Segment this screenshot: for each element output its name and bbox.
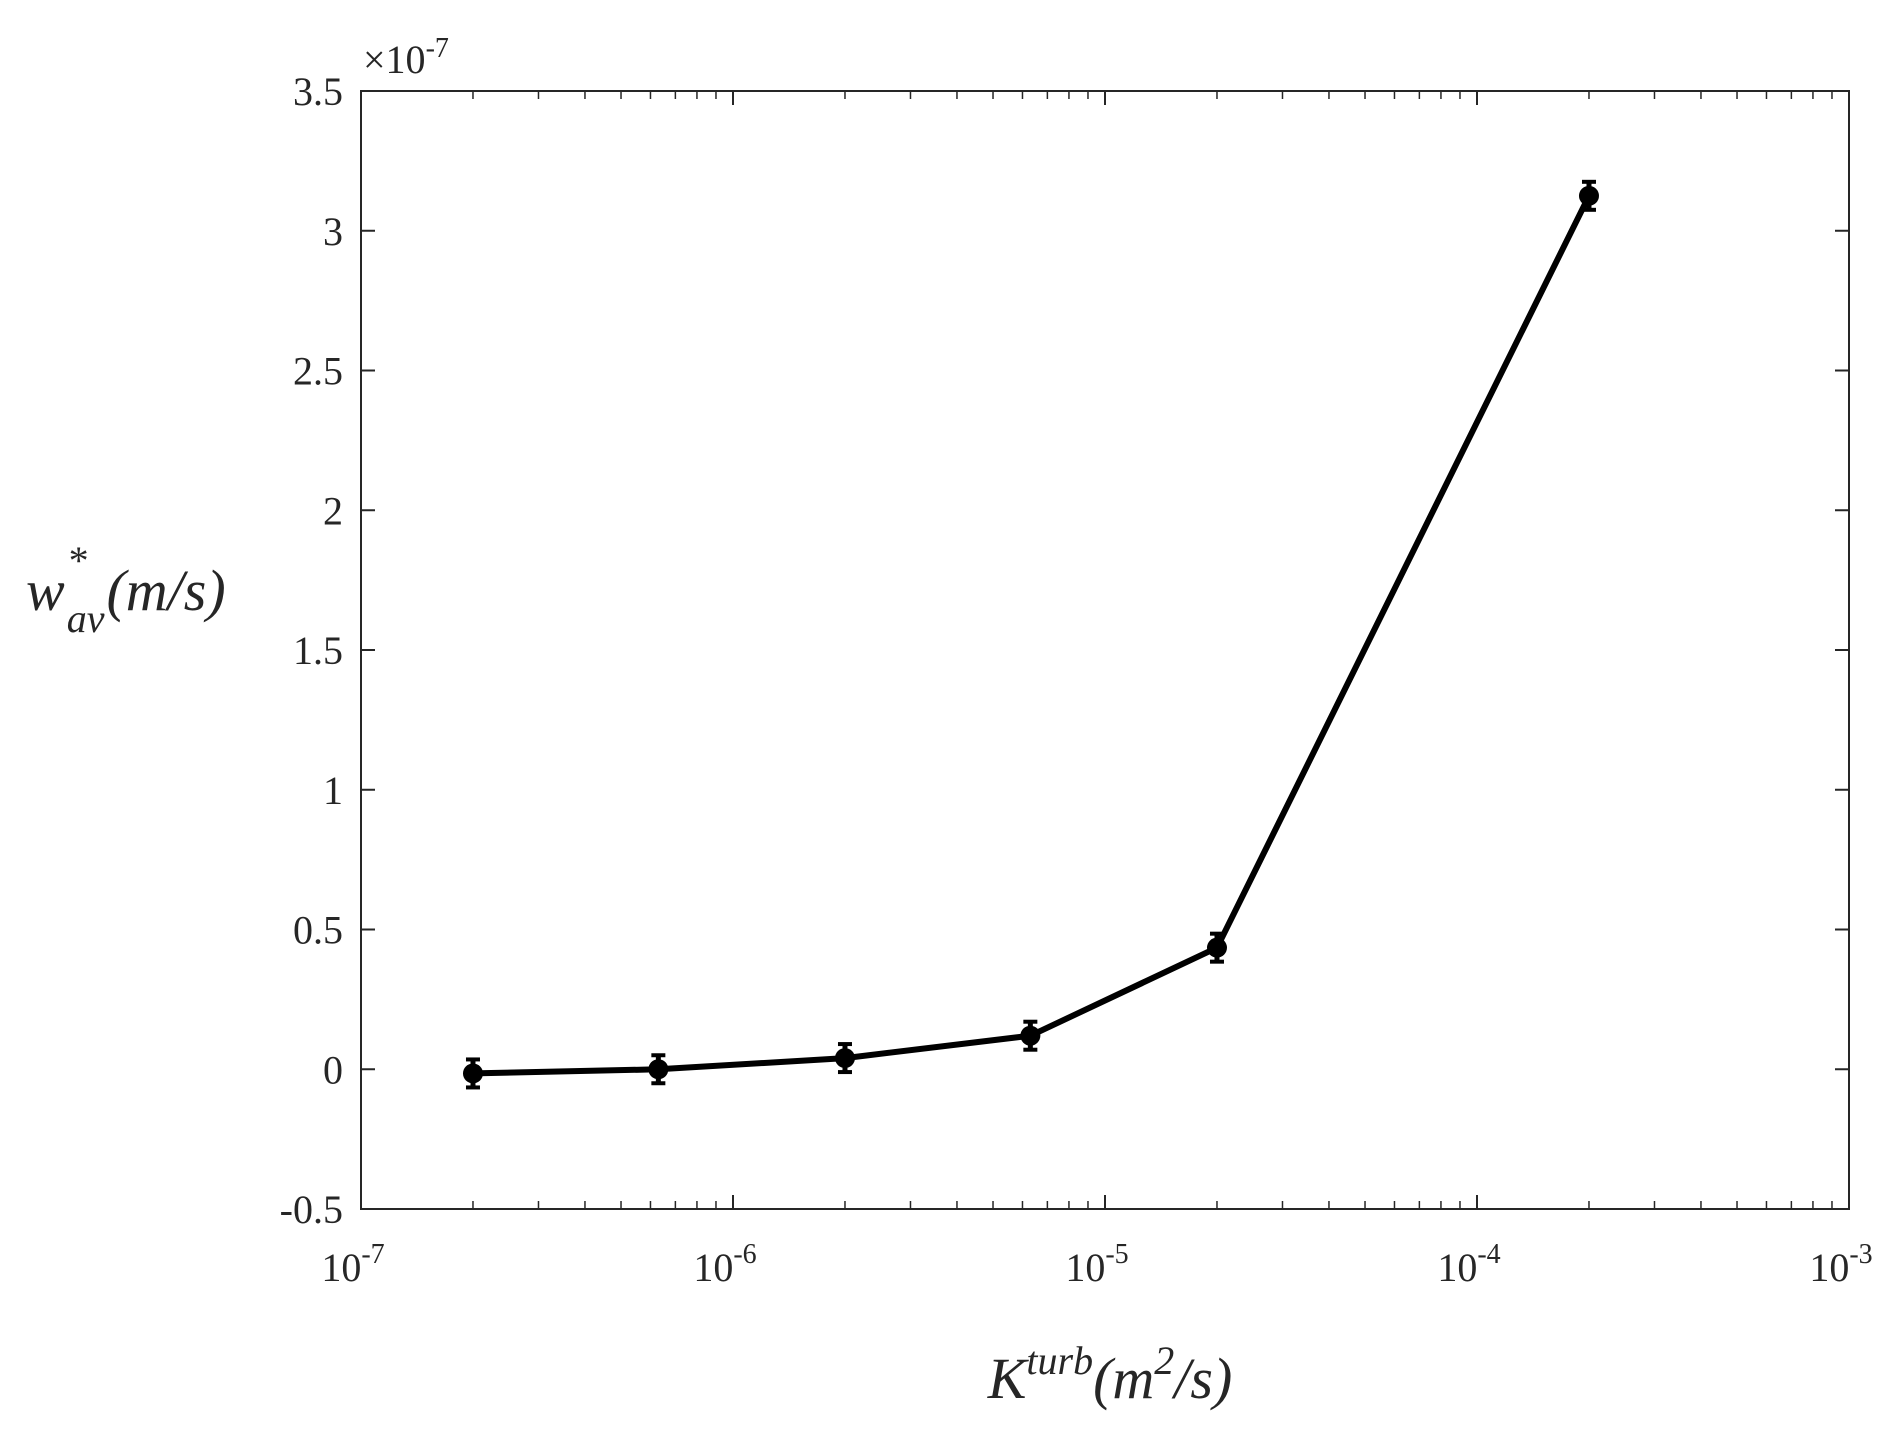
data-point	[1206, 937, 1227, 958]
data-point	[648, 1059, 669, 1080]
x-minor-ticks	[472, 91, 1833, 1209]
data-point	[834, 1048, 855, 1069]
data-point	[1578, 185, 1599, 206]
y-tick-label: -0.5	[280, 1187, 343, 1232]
y-tick-label: 2	[323, 488, 343, 533]
y-tick-label: 1.5	[293, 628, 343, 673]
y-tick-labels: -0.5 0 0.5 1 1.5 2 2.5 3 3.5	[280, 69, 343, 1232]
x-tick-label: 10-5	[1065, 1239, 1128, 1290]
x-tick-label: 10-7	[321, 1239, 384, 1290]
x-tick-label: 10-4	[1437, 1239, 1500, 1290]
series-layer	[462, 179, 1599, 1090]
y-axis-multiplier: ×10-7	[363, 33, 449, 82]
x-tick-labels: 10-7 10-6 10-5 10-4 10-3	[321, 1239, 1872, 1290]
major-ticks	[360, 90, 1850, 1210]
x-tick-label: 10-6	[693, 1239, 756, 1290]
y-tick-label: 0.5	[293, 908, 343, 953]
y-tick-label: 3.5	[293, 69, 343, 114]
y-tick-label: 3	[323, 209, 343, 254]
y-tick-label: 0	[323, 1047, 343, 1092]
y-tick-label: 2.5	[293, 349, 343, 394]
y-axis-title: w* av(m/s)	[26, 538, 226, 641]
series-line	[472, 194, 1592, 1077]
data-point	[1020, 1025, 1041, 1046]
x-axis-title: Kturb(m2/s)	[987, 1338, 1233, 1411]
x-tick-label: 10-3	[1809, 1239, 1872, 1290]
data-point	[462, 1063, 483, 1084]
y-tick-label: 1	[323, 768, 343, 813]
